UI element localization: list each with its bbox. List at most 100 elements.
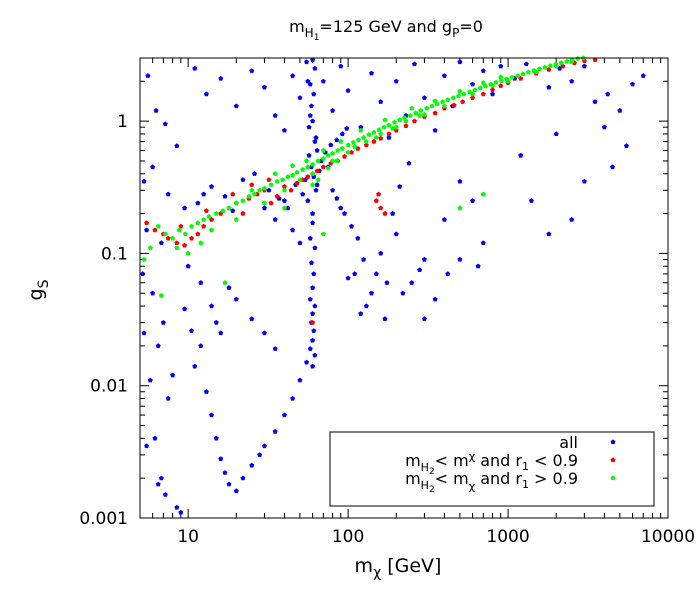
data-point	[307, 346, 313, 351]
data-point	[418, 108, 424, 113]
data-point	[493, 79, 499, 85]
data-point	[441, 73, 447, 78]
data-point	[311, 91, 317, 97]
data-point	[189, 328, 195, 333]
data-point	[140, 271, 146, 277]
data-point	[546, 231, 552, 237]
data-point	[312, 303, 318, 309]
data-point	[601, 124, 607, 130]
data-point	[564, 58, 570, 64]
data-point	[325, 152, 331, 158]
data-point	[373, 135, 379, 140]
data-point	[413, 110, 419, 116]
plot-frame	[139, 57, 669, 519]
data-point	[226, 285, 232, 290]
data-point	[480, 80, 486, 85]
data-point	[546, 67, 552, 72]
data-point	[382, 210, 388, 216]
data-point	[345, 275, 351, 281]
data-point	[141, 330, 147, 336]
data-point	[162, 231, 168, 237]
data-point	[312, 352, 318, 358]
data-point	[195, 220, 201, 226]
legend-box	[329, 431, 655, 507]
data-point	[268, 182, 274, 187]
data-point	[145, 73, 151, 78]
data-point	[393, 78, 399, 84]
data-point	[201, 223, 207, 229]
data-point	[509, 74, 515, 80]
data-point	[233, 488, 239, 494]
data-point	[297, 95, 303, 100]
data-point	[470, 95, 476, 100]
data-point	[441, 217, 447, 222]
data-point	[206, 213, 212, 219]
data-point	[249, 68, 255, 73]
data-point	[515, 73, 521, 78]
data-point	[288, 187, 294, 193]
data-point	[386, 135, 392, 140]
data-point	[528, 198, 534, 203]
data-point	[246, 193, 252, 199]
data-point	[349, 149, 354, 155]
data-point	[320, 231, 326, 237]
data-point	[313, 135, 319, 140]
data-point	[457, 88, 463, 94]
data-point	[170, 235, 176, 241]
data-point	[533, 69, 539, 75]
data-point	[290, 163, 296, 168]
chart-title: mH1=125 GeV and gP=0	[289, 17, 483, 43]
data-point	[342, 153, 348, 159]
data-point	[490, 91, 496, 97]
data-point	[222, 470, 228, 475]
data-point	[470, 91, 476, 97]
data-point	[281, 412, 287, 418]
data-point	[342, 210, 348, 216]
data-point	[213, 435, 219, 441]
y-tick-label: 0.001	[79, 509, 128, 529]
data-point	[401, 115, 407, 120]
data-point	[490, 87, 496, 93]
data-point	[432, 110, 438, 116]
y-tick-label: 1	[117, 112, 128, 132]
data-point	[310, 337, 316, 343]
data-point	[432, 127, 438, 133]
data-point	[240, 210, 246, 216]
data-point	[451, 102, 457, 108]
data-point	[141, 178, 147, 184]
data-point	[470, 81, 476, 87]
data-points	[140, 55, 646, 515]
data-point	[378, 131, 384, 137]
data-point	[429, 103, 435, 109]
data-point	[240, 198, 246, 203]
data-point	[328, 142, 334, 148]
data-point	[352, 271, 358, 277]
data-point	[290, 395, 296, 401]
data-point	[233, 217, 239, 222]
data-point	[640, 73, 646, 78]
data-point	[520, 71, 526, 77]
data-point	[311, 271, 317, 277]
data-point	[320, 147, 326, 153]
data-point	[176, 227, 182, 233]
data-point	[222, 280, 228, 285]
data-point	[281, 198, 287, 203]
data-point	[421, 95, 427, 100]
data-point	[240, 177, 246, 182]
data-point	[174, 143, 180, 148]
data-point	[320, 164, 326, 170]
data-point	[165, 191, 171, 197]
data-point	[355, 137, 361, 143]
data-point	[330, 150, 336, 156]
data-point	[308, 260, 314, 265]
data-point	[285, 174, 291, 179]
data-point	[178, 509, 184, 515]
data-point	[355, 235, 361, 241]
data-point	[233, 103, 239, 109]
data-point	[542, 64, 548, 70]
data-point	[158, 240, 164, 246]
data-point	[460, 99, 466, 104]
data-point	[160, 319, 166, 325]
data-point	[480, 240, 486, 246]
data-point	[249, 182, 255, 187]
